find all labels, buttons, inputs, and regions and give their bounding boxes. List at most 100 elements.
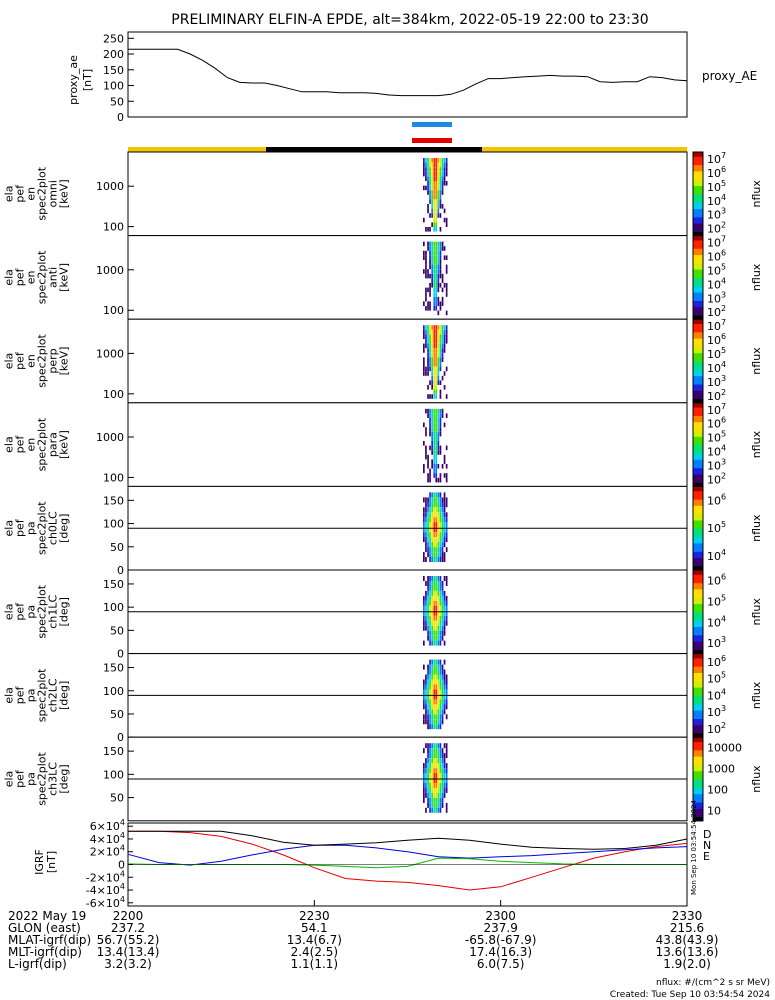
spectrogram-cell: [445, 527, 448, 533]
spectrogram-cell: [439, 366, 442, 372]
spectrogram-cell: [425, 507, 427, 513]
colorbar-segment: [693, 254, 703, 258]
igrf-label-n: N: [703, 839, 711, 852]
spectrogram-cell: [429, 176, 431, 181]
spectrogram-cell: [435, 445, 438, 451]
spectrogram-cell: [445, 413, 448, 418]
spectrogram-cell: [429, 427, 431, 432]
colorbar-segment: [693, 697, 703, 701]
spectrogram-cell: [431, 273, 433, 279]
spectrogram-cell: [431, 441, 433, 446]
colorbar-segment: [693, 607, 703, 611]
spectrogram-cell: [445, 773, 448, 778]
spectrogram-cell: [431, 679, 433, 685]
spectrogram-cell: [433, 802, 436, 808]
colorbar-segment: [693, 563, 703, 567]
spectrogram-cell: [443, 176, 446, 181]
spectrogram-cell: [431, 542, 433, 548]
spectrogram-cell: [445, 517, 448, 523]
colorbar-segment: [693, 766, 703, 770]
spectrogram-cell: [443, 522, 446, 528]
spectrogram-cell: [433, 748, 436, 754]
spectrogram-cell: [429, 694, 431, 700]
spectrogram-cell: [441, 674, 444, 680]
spectrogram-cell: [445, 704, 448, 710]
spectrogram-cell: [445, 547, 448, 553]
spectrogram-cell: [425, 679, 427, 685]
spectrogram-cell: [425, 778, 427, 783]
colorbar-segment: [693, 730, 703, 734]
spectrogram-cell: [443, 787, 446, 793]
colorbar-segment: [693, 528, 703, 531]
spectrogram-cell: [445, 283, 448, 288]
spectrogram-cell: [429, 640, 431, 646]
colorbar-segment: [693, 779, 703, 782]
spectrogram-cell: [443, 217, 446, 223]
colorbar-segment: [693, 348, 703, 352]
spectrogram-cell: [433, 768, 436, 774]
colorbar-segment: [693, 584, 703, 588]
spectrogram-cell: [427, 778, 429, 783]
spectrogram-cell: [439, 517, 442, 523]
spectrogram-cell: [425, 709, 427, 715]
colorbar-segment: [693, 260, 703, 264]
colorbar-segment: [693, 620, 703, 623]
spectrogram-cell: [437, 699, 440, 705]
spectrogram-cell: [427, 527, 429, 533]
colorbar-segment: [693, 567, 703, 571]
colorbar-segment: [693, 185, 703, 189]
spectrogram-cell: [427, 190, 429, 195]
spectrogram-cell: [443, 753, 446, 759]
spectrogram-cell: [439, 640, 442, 646]
spectrogram-cell: [437, 413, 440, 418]
spectrogram-cell: [435, 296, 438, 302]
spectrogram-cell: [423, 158, 425, 163]
spectrogram-cell: [445, 778, 448, 783]
spectrogram-cell: [429, 343, 431, 349]
spectrogram-cell: [437, 273, 440, 279]
spectrogram-label-line: pef: [14, 435, 27, 454]
spectrogram-cell: [429, 753, 431, 759]
spectrogram-label-line: ela: [3, 186, 16, 203]
spectrogram-cell: [427, 269, 429, 274]
colorbar-segment: [693, 745, 703, 749]
colorbar-segment: [693, 703, 703, 707]
colorbar-tick-label: 106: [707, 332, 726, 347]
annotation-row-label: MLT-igrf(dip): [8, 945, 82, 959]
colorbar-segment: [693, 164, 703, 168]
spectrogram-cell: [445, 610, 448, 616]
spectrogram-cell: [425, 581, 427, 586]
spectrogram-cell: [435, 329, 438, 335]
spectrogram-label-line: ela: [3, 269, 16, 286]
spectrogram-cell: [431, 492, 433, 498]
colorbar-segment: [693, 799, 703, 803]
colorbar-segment: [693, 791, 703, 795]
colorbar-segment: [693, 572, 703, 575]
spectrogram-cell: [423, 301, 425, 306]
spectrogram-cell: [439, 273, 442, 279]
spectrogram-cell: [441, 709, 444, 715]
spectrogram-cell: [439, 630, 442, 636]
colorbar-segment: [693, 783, 703, 786]
igrf-ytick-label: 4×104: [90, 831, 125, 846]
annotation-row-value: 13.4(6.7): [287, 933, 342, 947]
spectrogram-cell: [445, 787, 448, 793]
colorbar-segment: [693, 710, 703, 713]
spectrogram-cell: [443, 630, 446, 636]
spectrogram-ytick-label: 1000: [96, 347, 124, 360]
colorbar-tick-label: 105: [707, 430, 726, 445]
colorbar-segment: [693, 321, 703, 324]
spectrogram-cell: [429, 674, 431, 680]
spectrogram-cell: [433, 502, 436, 508]
spectrogram-cell: [439, 547, 442, 553]
spectrogram-cell: [431, 408, 433, 414]
spectrogram-cell: [443, 640, 446, 646]
spectrogram-cell: [445, 181, 448, 186]
spectrogram-cell: [439, 699, 442, 705]
spectrogram-cell: [437, 576, 440, 581]
spectrogram-cell: [443, 689, 446, 695]
spectrogram-cell: [441, 167, 444, 172]
spectrogram-cell: [435, 699, 438, 705]
spectrogram-cell: [429, 507, 431, 513]
